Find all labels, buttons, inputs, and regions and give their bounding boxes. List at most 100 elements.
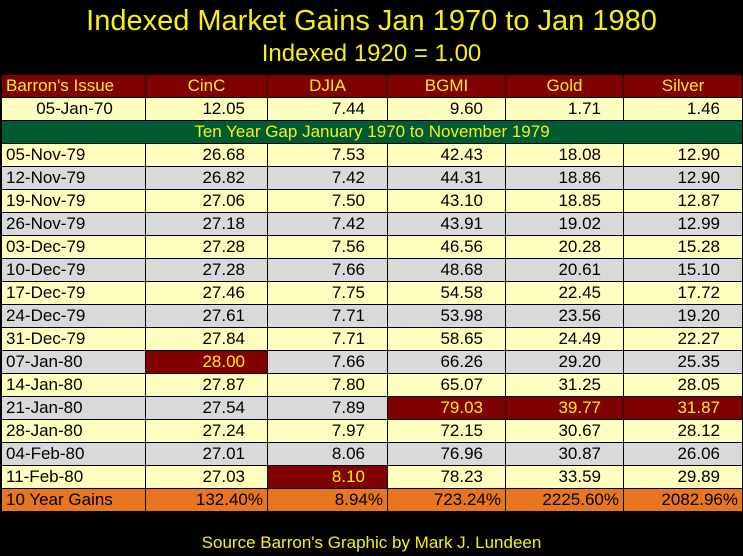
value-cell: 27.28 [145,258,268,282]
header-cell: CinC [145,74,268,98]
source-credit: Source Barron's Graphic by Mark J. Lunde… [201,533,542,552]
header-cell: Barron's Issue [1,74,146,98]
value-cell: 65.07 [387,373,506,397]
value-cell: 79.03 [387,396,506,420]
value-cell: 29.89 [623,465,743,489]
value-cell: 27.84 [145,327,268,351]
value-cell: 18.08 [505,143,624,167]
date-cell: 17-Dec-79 [1,281,146,305]
date-cell: 26-Nov-79 [1,212,146,236]
value-cell: 44.31 [387,166,506,190]
value-cell: 7.42 [267,212,388,236]
table-row: 03-Dec-79 27.28 7.56 46.56 20.28 15.28 [1,235,743,259]
value-cell: 8.06 [267,442,388,466]
table-row: 19-Nov-79 27.06 7.50 43.10 18.85 12.87 [1,189,743,213]
table-row: 11-Feb-80 27.03 8.10 78.23 33.59 29.89 [1,465,743,489]
date-cell: 07-Jan-80 [1,350,146,374]
value-cell: 7.42 [267,166,388,190]
table-row: 04-Feb-80 27.01 8.06 76.96 30.87 26.06 [1,442,743,466]
value-cell: 12.90 [623,166,743,190]
table-row: 14-Jan-80 27.87 7.80 65.07 31.25 28.05 [1,373,743,397]
value-cell: 7.50 [267,189,388,213]
date-cell: 05-Nov-79 [1,143,146,167]
date-cell: 12-Nov-79 [1,166,146,190]
header-cell: Silver [623,74,743,98]
value-cell: 7.71 [267,304,388,328]
total-cell: 132.40% [145,488,268,512]
value-cell: 29.20 [505,350,624,374]
value-cell: 43.10 [387,189,506,213]
date-cell: 19-Nov-79 [1,189,146,213]
total-cell: 8.94% [267,488,388,512]
value-cell: 15.28 [623,235,743,259]
date-cell: 05-Jan-70 [1,97,146,121]
value-cell: 12.87 [623,189,743,213]
value-cell: 23.56 [505,304,624,328]
value-cell: 39.77 [505,396,624,420]
table-row: 24-Dec-79 27.61 7.71 53.98 23.56 19.20 [1,304,743,328]
value-cell: 22.45 [505,281,624,305]
gains-table: Barron's Issue CinC DJIA BGMI Gold Silve… [1,74,743,512]
header-cell: BGMI [387,74,506,98]
value-cell: 25.35 [623,350,743,374]
header-cell: DJIA [267,74,388,98]
value-cell: 27.06 [145,189,268,213]
value-cell: 7.97 [267,419,388,443]
table-row: 26-Nov-79 27.18 7.42 43.91 19.02 12.99 [1,212,743,236]
value-cell: 42.43 [387,143,506,167]
gap-row: Ten Year Gap January 1970 to November 19… [1,120,743,144]
date-cell: 04-Feb-80 [1,442,146,466]
date-cell: 31-Dec-79 [1,327,146,351]
value-cell: 33.59 [505,465,624,489]
total-cell: 2225.60% [505,488,624,512]
page-title: Indexed Market Gains Jan 1970 to Jan 198… [86,5,657,37]
value-cell: 8.10 [267,465,388,489]
value-cell: 22.27 [623,327,743,351]
value-cell: 46.56 [387,235,506,259]
value-cell: 7.80 [267,373,388,397]
value-cell: 48.68 [387,258,506,282]
value-cell: 27.18 [145,212,268,236]
value-cell: 26.82 [145,166,268,190]
date-cell: 14-Jan-80 [1,373,146,397]
date-cell: 21-Jan-80 [1,396,146,420]
value-cell: 27.54 [145,396,268,420]
value-cell: 53.98 [387,304,506,328]
value-cell: 20.61 [505,258,624,282]
total-row: 10 Year Gains 132.40% 8.94% 723.24% 2225.60%… [1,488,743,512]
value-cell: 7.56 [267,235,388,259]
value-cell: 19.20 [623,304,743,328]
value-cell: 58.65 [387,327,506,351]
value-cell: 76.96 [387,442,506,466]
value-cell: 54.58 [387,281,506,305]
value-cell: 19.02 [505,212,624,236]
table-row: 12-Nov-79 26.82 7.42 44.31 18.86 12.90 [1,166,743,190]
value-cell: 27.03 [145,465,268,489]
value-cell: 1.46 [623,97,743,121]
header-row: Barron's Issue CinC DJIA BGMI Gold Silve… [1,74,743,98]
value-cell: 27.61 [145,304,268,328]
total-cell: 2082.96% [623,488,743,512]
value-cell: 24.49 [505,327,624,351]
date-cell: 10-Dec-79 [1,258,146,282]
value-cell: 27.28 [145,235,268,259]
table-row: 31-Dec-79 27.84 7.71 58.65 24.49 22.27 [1,327,743,351]
value-cell: 30.67 [505,419,624,443]
value-cell: 15.10 [623,258,743,282]
value-cell: 7.71 [267,327,388,351]
value-cell: 12.99 [623,212,743,236]
table-row: 17-Dec-79 27.46 7.75 54.58 22.45 17.72 [1,281,743,305]
value-cell: 17.72 [623,281,743,305]
value-cell: 31.25 [505,373,624,397]
value-cell: 26.06 [623,442,743,466]
value-cell: 12.05 [145,97,268,121]
table-row: 10-Dec-79 27.28 7.66 48.68 20.61 15.10 [1,258,743,282]
value-cell: 12.90 [623,143,743,167]
value-cell: 7.66 [267,350,388,374]
value-cell: 18.86 [505,166,624,190]
value-cell: 27.01 [145,442,268,466]
value-cell: 43.91 [387,212,506,236]
value-cell: 28.00 [145,350,268,374]
date-cell: 11-Feb-80 [1,465,146,489]
header-cell: Gold [505,74,624,98]
